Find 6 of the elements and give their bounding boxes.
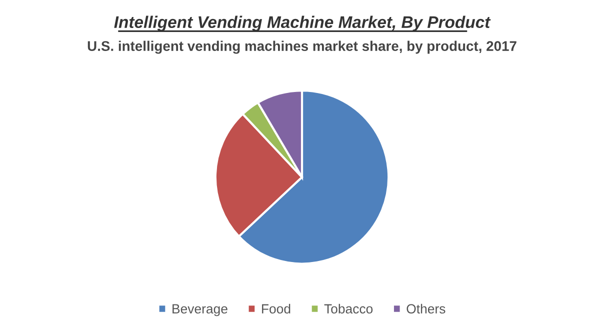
legend-label: Tobacco: [324, 304, 373, 314]
legend-label: Beverage: [172, 304, 228, 316]
chart-subtitle: U.S. intelligent vending machines market share, by product, 2017: [88, 40, 516, 54]
legend-label: Food: [262, 304, 290, 314]
chart-title: Intelligent Vending Machine Market, By Product: [114, 16, 491, 32]
legend-label: Others: [406, 304, 446, 314]
